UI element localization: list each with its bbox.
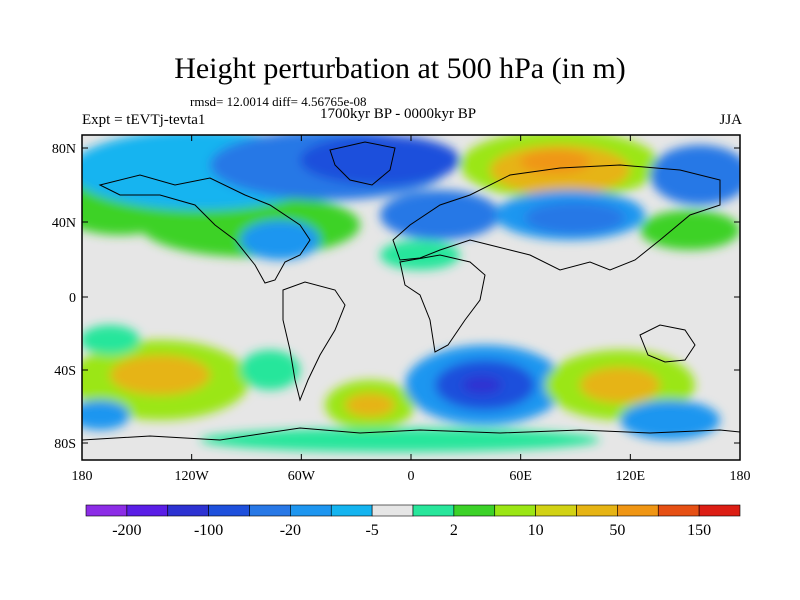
coastlines	[82, 141, 740, 441]
colorbar-swatch	[494, 504, 536, 517]
colorbar-swatch	[208, 504, 250, 517]
x-tick-label: 60E	[509, 469, 532, 484]
colorbar-swatch	[412, 504, 455, 517]
colorbar-swatch	[249, 504, 291, 517]
x-tick-label: 180	[72, 469, 93, 484]
colorbar-label: -200	[112, 522, 141, 539]
colorbar-label: -5	[365, 522, 378, 539]
plot-title: Height perturbation at 500 hPa (in m)	[174, 52, 626, 85]
colorbar-label: 2	[450, 522, 458, 539]
x-tick-label: 60W	[288, 469, 316, 484]
colorbar: -200 -100 -20 -5 2 10 50 150	[85, 504, 741, 539]
colorbar-swatch	[330, 504, 373, 517]
stats-label: rmsd= 12.0014 diff= 4.56765e-08	[190, 94, 367, 109]
colorbar-swatch	[657, 504, 700, 517]
experiment-label: Expt = tEVTj-tevta1	[82, 112, 206, 128]
colorbar-swatch	[535, 504, 577, 517]
colorbar-swatch	[126, 504, 169, 517]
y-tick-label: 40N	[52, 216, 76, 231]
colorbar-swatch	[698, 504, 741, 517]
colorbar-label: -20	[280, 522, 301, 539]
colorbar-label: 50	[609, 522, 625, 539]
x-tick-label: 0	[408, 469, 415, 484]
x-tick-label: 120E	[616, 469, 646, 484]
colorbar-swatch	[167, 504, 209, 517]
season-label: JJA	[719, 112, 742, 128]
x-tick-label: 180	[730, 469, 751, 484]
colorbar-swatch	[453, 504, 496, 517]
y-tick-label: 0	[69, 291, 76, 306]
colorbar-label: 150	[687, 522, 711, 539]
colorbar-label: 10	[528, 522, 544, 539]
x-axis: 180 120W 60W 0 60E 120E 180	[72, 135, 751, 484]
colorbar-swatch	[617, 504, 659, 517]
y-axis: 80N 40N 0 40S 80S	[52, 142, 740, 452]
colorbar-swatch	[290, 504, 332, 517]
y-tick-label: 80S	[54, 437, 76, 452]
height-anomaly-field	[82, 135, 740, 460]
y-tick-label: 40S	[54, 364, 76, 379]
y-tick-label: 80N	[52, 142, 76, 157]
colorbar-swatch	[371, 504, 414, 517]
period-label: 1700kyr BP - 0000kyr BP	[320, 106, 477, 122]
x-tick-label: 120W	[175, 469, 210, 484]
colorbar-swatch	[85, 504, 128, 517]
colorbar-swatch	[576, 504, 618, 517]
colorbar-label: -100	[194, 522, 223, 539]
